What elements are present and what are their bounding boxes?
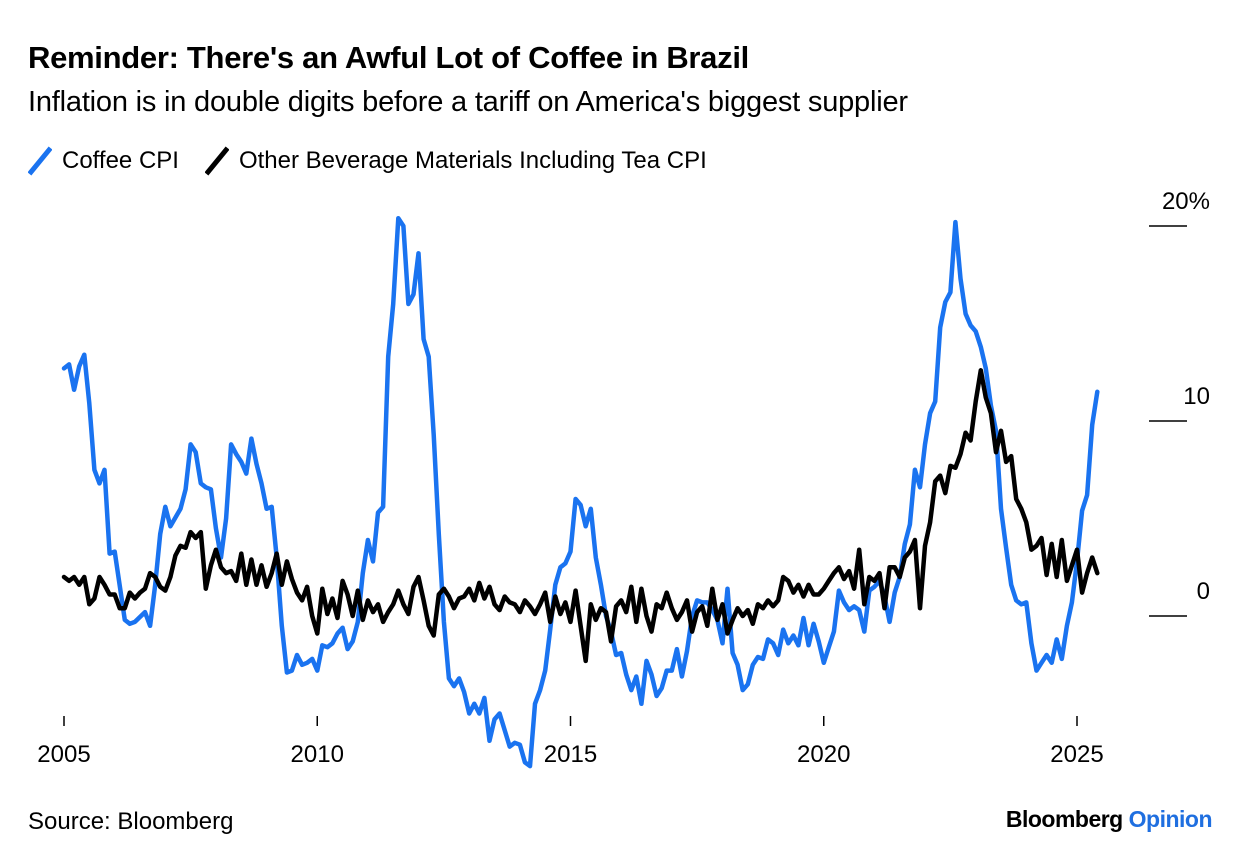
- legend-swatch-tea: [204, 146, 229, 176]
- legend-label-tea: Other Beverage Materials Including Tea C…: [238, 147, 707, 174]
- legend-swatch-coffee: [28, 146, 52, 176]
- x-tick-label: 2025: [1050, 741, 1103, 768]
- brand-logo: Bloomberg Opinion: [1005, 806, 1213, 833]
- chart-subtitle: Inflation is in double digits before a t…: [28, 86, 908, 118]
- legend-item-coffee: Coffee CPI: [28, 146, 179, 176]
- legend: Coffee CPI Other Beverage Materials Incl…: [28, 146, 733, 176]
- y-tick-label: 0: [1197, 578, 1210, 605]
- legend-item-tea: Other Beverage Materials Including Tea C…: [204, 146, 707, 176]
- x-tick-label: 2020: [797, 741, 850, 768]
- legend-label-coffee: Coffee CPI: [62, 147, 179, 174]
- brand-main: Bloomberg: [1005, 806, 1123, 832]
- x-tick-label: 2015: [544, 741, 597, 768]
- chart-title: Reminder: There's an Awful Lot of Coffee…: [28, 40, 749, 75]
- brand-accent: Opinion: [1128, 806, 1213, 832]
- source-note: Source: Bloomberg: [28, 808, 234, 835]
- x-tick-label: 2010: [291, 741, 344, 768]
- x-tick-label: 2005: [37, 741, 90, 768]
- series-line-tea: [61, 368, 1100, 664]
- y-tick-label: 10: [1183, 383, 1210, 410]
- y-tick-label: 20%: [1162, 188, 1210, 215]
- series-line-coffee: [61, 215, 1100, 769]
